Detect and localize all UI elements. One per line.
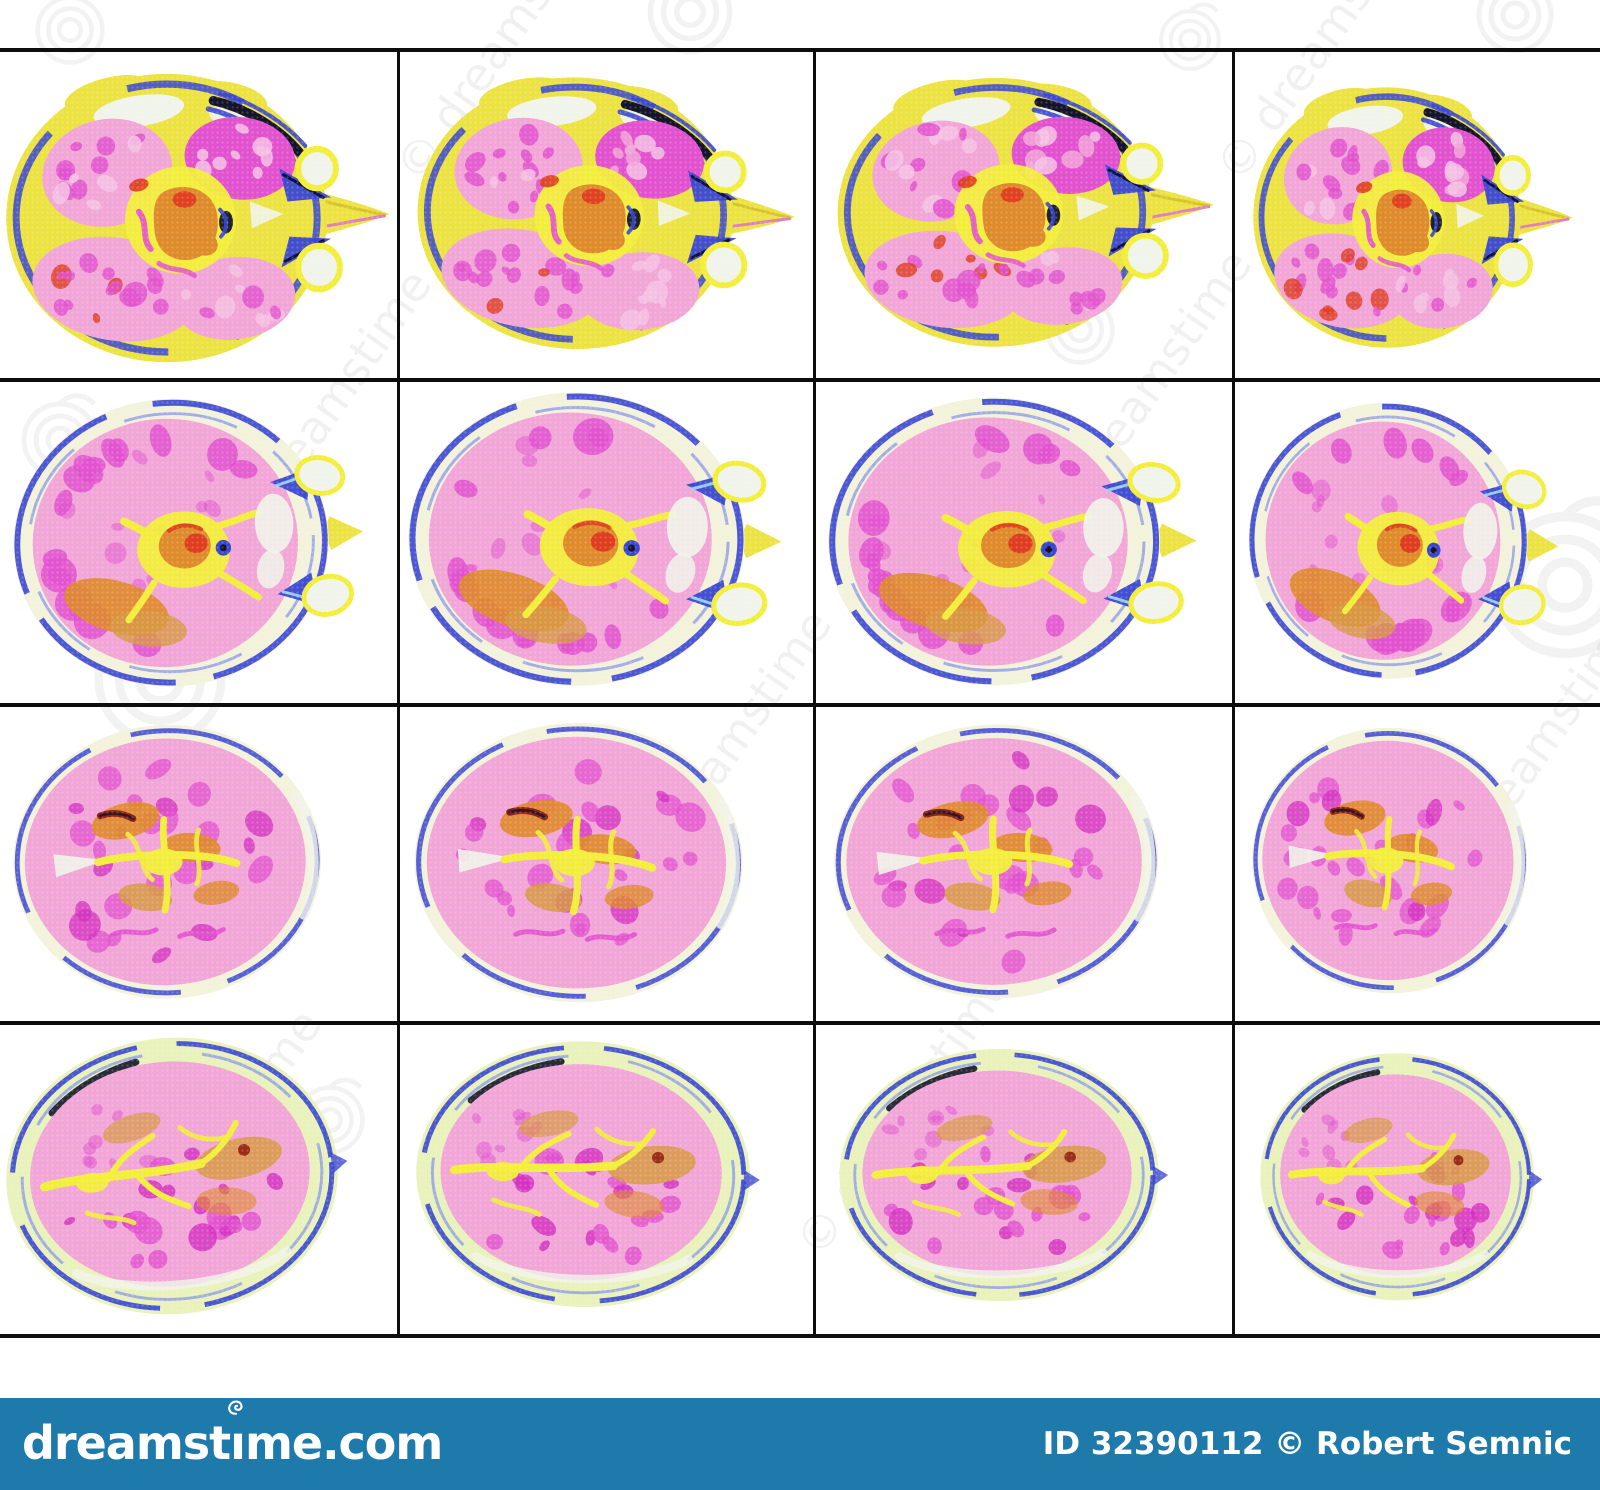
mri-slice-r4-c1 <box>0 1023 398 1336</box>
mri-slice-r1-c4 <box>1233 50 1600 380</box>
mri-slice-r3-c1 <box>0 705 398 1023</box>
grid-line-horizontal-4 <box>0 1021 1600 1025</box>
halftone-texture <box>814 380 1233 705</box>
halftone-texture <box>0 1023 398 1336</box>
brain-scan-illustration <box>1260 1053 1543 1301</box>
brain-scan-illustration <box>1252 727 1528 994</box>
halftone-texture <box>1233 380 1600 705</box>
mri-slice-r2-c4 <box>1233 380 1600 705</box>
halftone-texture <box>1233 50 1600 380</box>
grid-line-vertical-2 <box>812 50 816 1336</box>
brain-scan-illustration <box>839 1048 1169 1302</box>
image-credit: ID 32390112 © Robert Semnic <box>1042 1426 1572 1462</box>
halftone-texture <box>814 705 1233 1023</box>
grid-line-horizontal-3 <box>0 703 1600 707</box>
mri-slice-r3-c3 <box>814 705 1233 1023</box>
halftone-texture <box>1233 1023 1600 1336</box>
logo-text-right: me.com <box>244 1415 443 1470</box>
halftone-texture <box>814 50 1233 380</box>
halftone-texture <box>398 380 814 705</box>
mri-slice-r1-c1 <box>0 50 398 380</box>
brain-scan-illustration <box>1253 87 1573 348</box>
brain-scan-illustration <box>6 73 390 363</box>
logo-text-left: dreamst <box>22 1415 231 1470</box>
halftone-texture <box>814 1023 1233 1336</box>
brain-scan-illustration <box>834 724 1159 999</box>
grid-line-vertical-1 <box>396 50 400 1336</box>
mri-slice-r4-c2 <box>398 1023 814 1336</box>
dreamstime-logo: dreamstı me.com <box>22 1400 443 1470</box>
halftone-texture <box>0 380 398 705</box>
brain-scan-illustration <box>837 77 1214 347</box>
halftone-texture <box>1233 705 1600 1023</box>
mri-slice-r3-c4 <box>1233 705 1600 1023</box>
brain-scan-illustration <box>6 1037 348 1315</box>
scan-grid <box>0 48 1600 1338</box>
brain-scan-illustration <box>416 1041 760 1308</box>
halftone-texture <box>0 705 398 1023</box>
halftone-texture <box>398 705 814 1023</box>
grid-line-vertical-3 <box>1231 50 1235 1336</box>
brain-scan-illustration <box>414 723 743 1003</box>
grid-line-horizontal-1 <box>0 48 1600 52</box>
halftone-texture <box>398 50 814 380</box>
grid-line-horizontal-5 <box>0 1334 1600 1338</box>
mri-slice-r4-c4 <box>1233 1023 1600 1336</box>
watermark-bar: dreamstı me.com ID 32390112 © Robert Semn… <box>0 1398 1600 1490</box>
brain-scan-illustration <box>1248 402 1559 679</box>
brain-scan-illustration <box>828 397 1197 686</box>
mri-slice-r1-c3 <box>814 50 1233 380</box>
mri-slice-r2-c3 <box>814 380 1233 705</box>
halftone-texture <box>398 1023 814 1336</box>
mri-slice-r2-c1 <box>0 380 398 705</box>
mri-slice-r3-c2 <box>398 705 814 1023</box>
mri-slice-r4-c3 <box>814 1023 1233 1336</box>
grid-line-horizontal-2 <box>0 378 1600 382</box>
logo-spiral-icon: ı <box>228 1400 246 1470</box>
halftone-texture <box>0 50 398 380</box>
brain-scan-illustration <box>13 724 321 999</box>
brain-scan-illustration <box>408 392 782 686</box>
brain-scan-illustration <box>13 398 364 687</box>
brain-scan-illustration <box>417 77 795 350</box>
mri-slice-r1-c2 <box>398 50 814 380</box>
mri-slice-r2-c2 <box>398 380 814 705</box>
